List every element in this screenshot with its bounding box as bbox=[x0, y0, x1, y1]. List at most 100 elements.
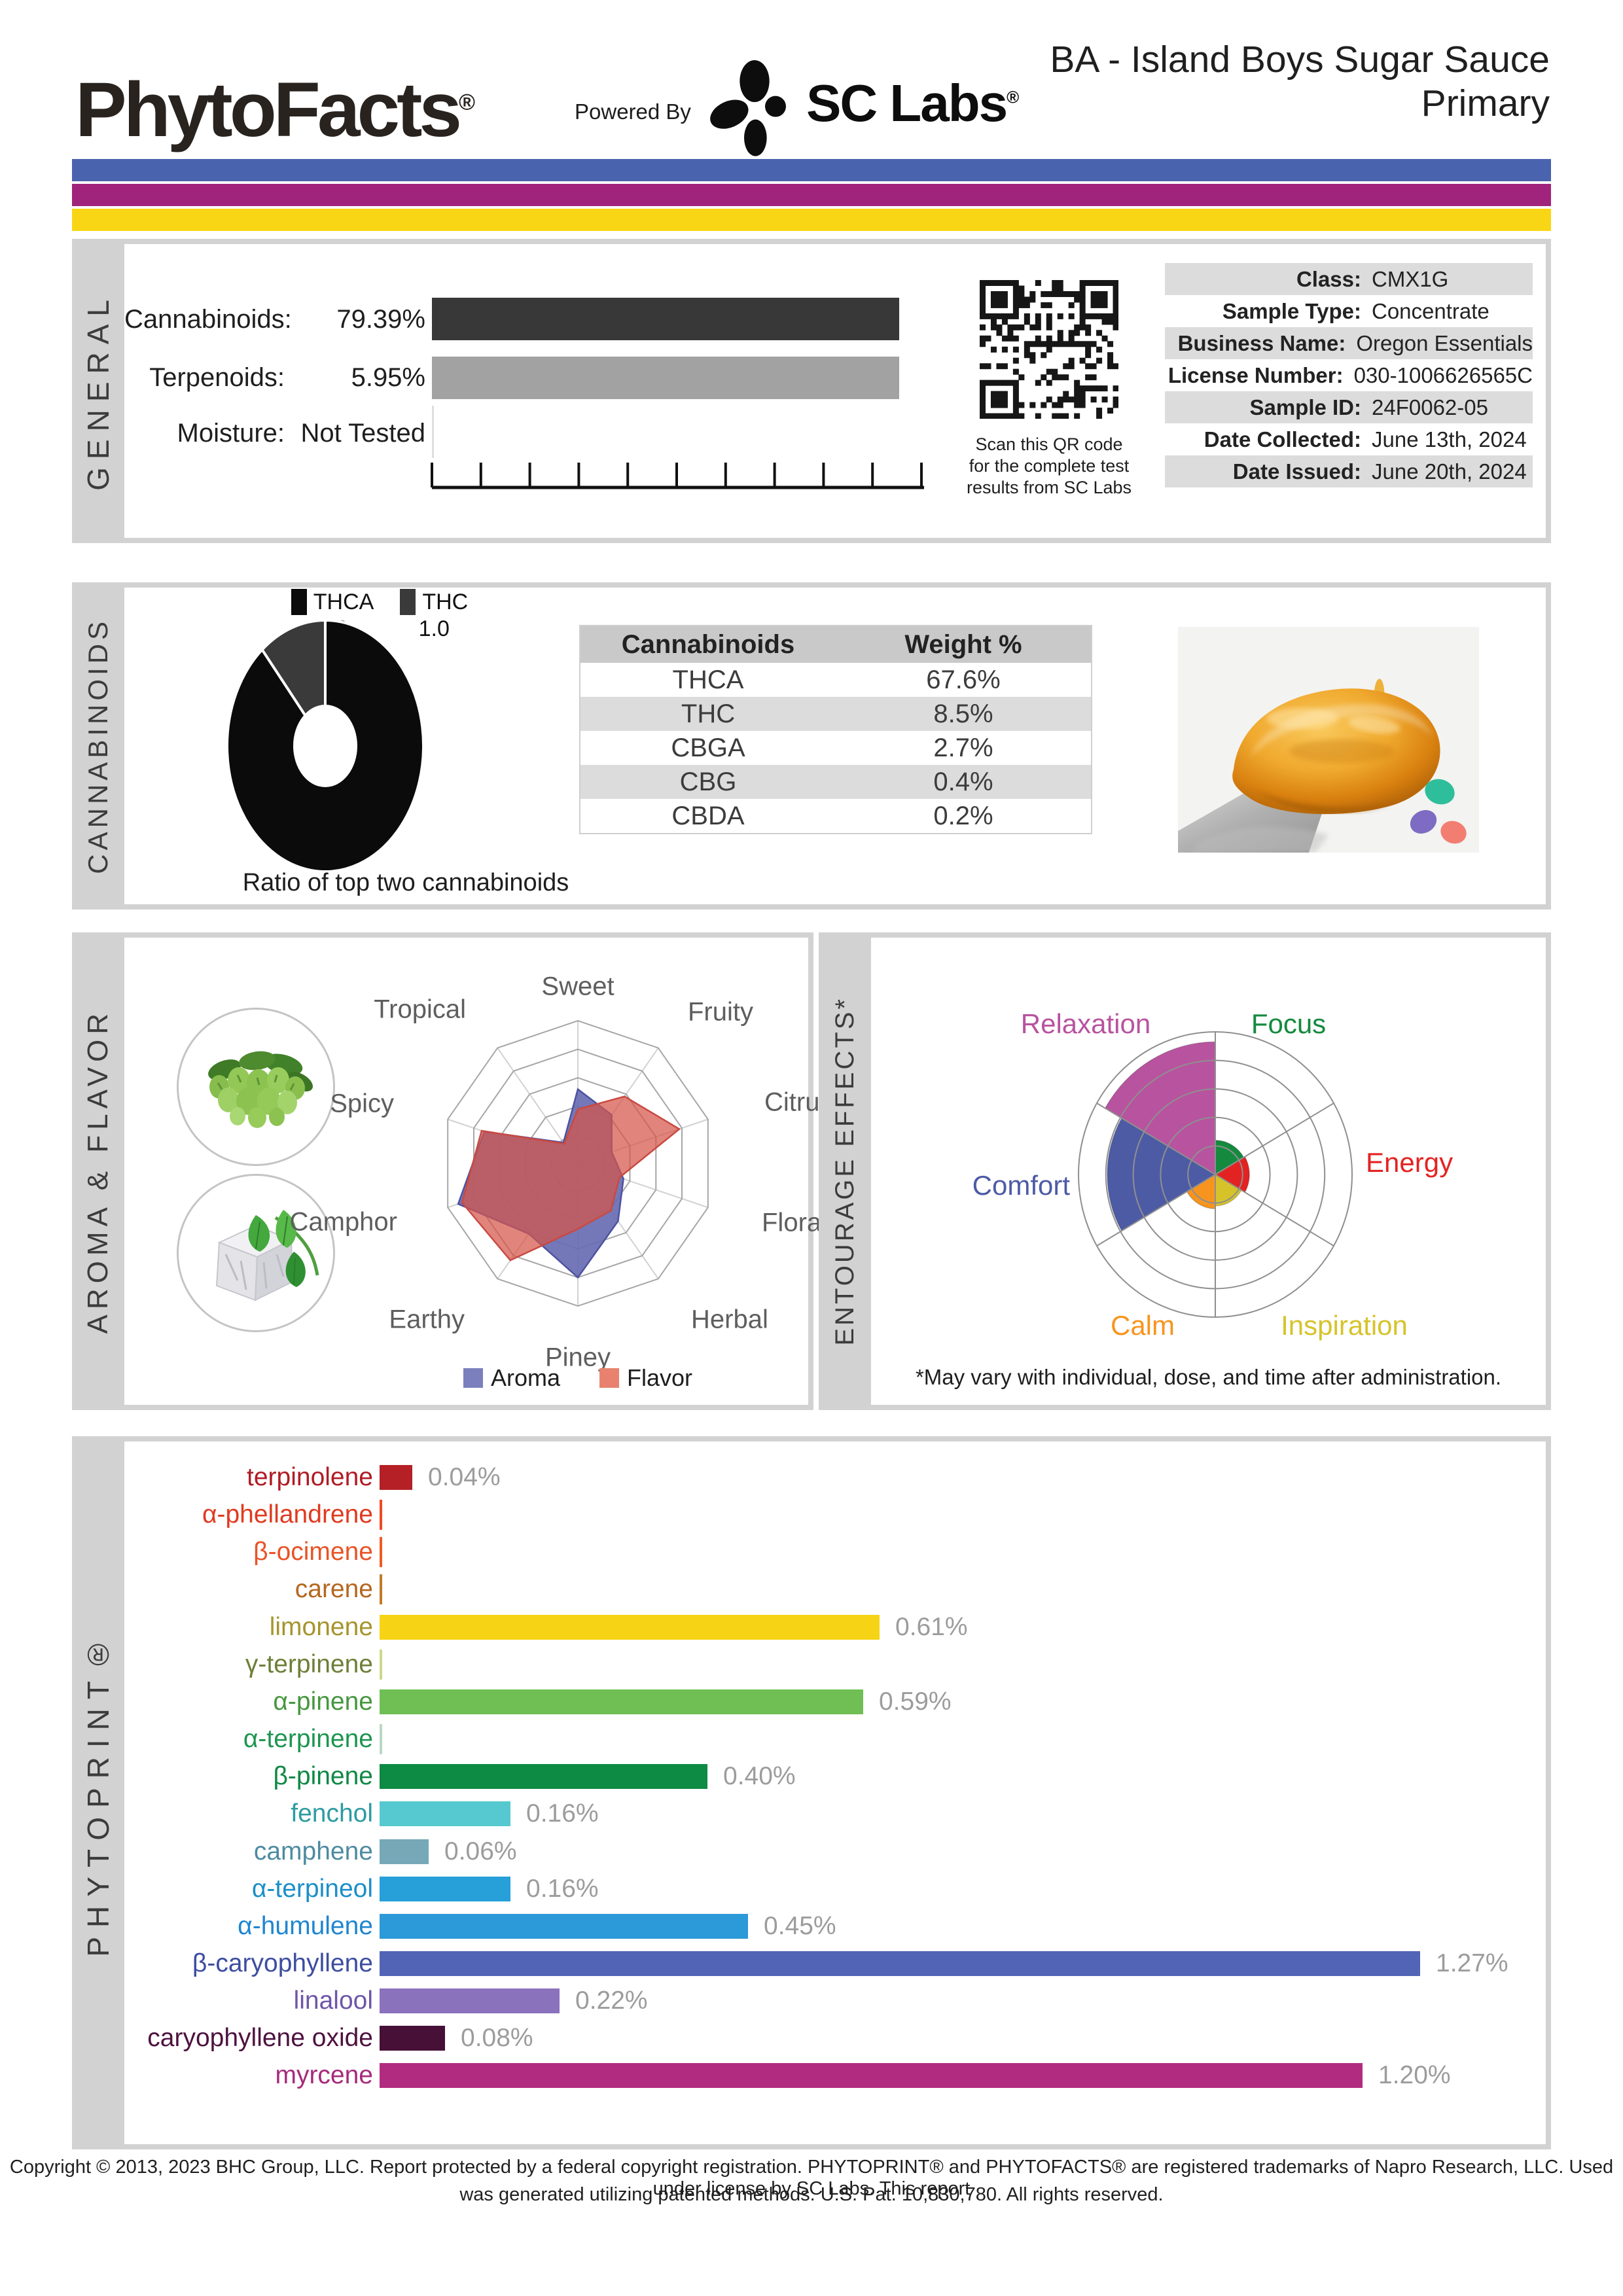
info-row-2: Sample Type: Concentrate bbox=[1165, 295, 1533, 327]
terpene-label-5: limonene bbox=[269, 1612, 373, 1641]
general-scale-ruler bbox=[431, 463, 924, 489]
cannabinoid-weights-table: Cannabinoids Weight % THCA 67.6% THC 8.5% CBGA… bbox=[579, 625, 1092, 834]
flavor-swatch bbox=[599, 1368, 619, 1388]
terpene-value-5: 0.61% bbox=[895, 1612, 968, 1641]
terpene-label-13: α-humulene bbox=[238, 1911, 373, 1940]
terpene-zero-tick-8 bbox=[380, 1724, 382, 1755]
terpene-value-16: 0.08% bbox=[461, 2024, 533, 2053]
stripe-magenta bbox=[72, 184, 1551, 206]
sc-labs-color-dots-icon bbox=[1410, 779, 1467, 844]
mint-ice-image bbox=[177, 1174, 335, 1332]
terpene-value-9: 0.40% bbox=[723, 1762, 796, 1791]
terpene-bar-5 bbox=[380, 1614, 880, 1640]
section-phytoprint: PHYTOPRINT® terpinolene 0.04% α-phellandre… bbox=[72, 1436, 1551, 2149]
qr-caption: Scan this QR code for the complete test … bbox=[921, 434, 1177, 499]
hops-image bbox=[177, 1008, 335, 1166]
cannabinoid-weight: 67.6% bbox=[926, 665, 1001, 694]
entourage-footnote: *May vary with individual, dose, and tim… bbox=[915, 1365, 1502, 1389]
phytofacts-logo: PhytoFacts® bbox=[75, 65, 475, 154]
terpene-bar-16 bbox=[380, 2026, 445, 2051]
entourage-label-inspiration: Inspiration bbox=[1281, 1310, 1408, 1341]
powered-by-label: Powered By bbox=[575, 99, 691, 124]
terpene-value-1: 0.04% bbox=[428, 1463, 501, 1491]
terpene-value-13: 0.45% bbox=[764, 1911, 836, 1940]
cannabinoid-name: THCA bbox=[672, 665, 744, 694]
entourage-label-focus: Focus bbox=[1251, 1008, 1327, 1039]
info-label: Date Issued: bbox=[1232, 459, 1361, 484]
info-row-6: Date Collected: June 13th, 2024 bbox=[1165, 423, 1533, 455]
terpene-bar-13 bbox=[380, 1913, 748, 1939]
cannabinoid-row-cbga: CBGA 2.7% bbox=[580, 731, 1091, 765]
entourage-label-calm: Calm bbox=[1110, 1310, 1175, 1341]
qr-caption-line2: for the complete test bbox=[969, 456, 1130, 476]
moisture-value: Not Tested bbox=[300, 419, 426, 448]
qr-caption-line3: results from SC Labs bbox=[966, 478, 1132, 497]
registered-mark: ® bbox=[459, 90, 476, 115]
sc-labs-registered-mark: ® bbox=[1007, 87, 1020, 107]
radar-axis-earthy: Earthy bbox=[389, 1305, 465, 1334]
sc-labs-wordmark: SC Labs® bbox=[806, 73, 1019, 133]
terpene-bar-1 bbox=[380, 1465, 412, 1490]
entourage-label-relaxation: Relaxation bbox=[1020, 1008, 1151, 1039]
terpene-bar-17 bbox=[380, 2063, 1363, 2089]
legend-value: 1.0 bbox=[418, 616, 450, 641]
radar-legend: Aroma Flavor bbox=[414, 1364, 741, 1392]
terpene-zero-tick-4 bbox=[380, 1574, 382, 1605]
radar-axis-fruity: Fruity bbox=[688, 997, 753, 1027]
terpene-value-15: 0.22% bbox=[575, 1987, 648, 2015]
cannabinoids-total-value: 79.39% bbox=[336, 305, 425, 334]
legend-label: Flavor bbox=[627, 1364, 693, 1391]
section-aroma-flavor: AROMA & FLAVOR bbox=[72, 932, 846, 1410]
qr-caption-line1: Scan this QR code bbox=[975, 434, 1123, 454]
terpene-label-8: α-terpinene bbox=[243, 1725, 373, 1754]
terpene-label-17: myrcene bbox=[275, 2061, 373, 2090]
terpene-bar-12 bbox=[380, 1876, 510, 1901]
terpene-label-6: γ-terpinene bbox=[245, 1650, 373, 1678]
info-row-7: Date Issued: June 20th, 2024 bbox=[1165, 455, 1533, 487]
entourage-section-label: ENTOURAGE EFFECTS* bbox=[819, 932, 871, 1410]
donut-legend-item-thc: THC 1.0 bbox=[400, 589, 468, 642]
thc-swatch bbox=[400, 589, 416, 615]
sample-info-table: Class: CMX1G Sample Type: Concentrate Busine… bbox=[1165, 263, 1533, 487]
entourage-label-energy: Energy bbox=[1366, 1147, 1454, 1178]
legend-item-flavor: Flavor bbox=[599, 1364, 692, 1392]
terpene-bar-11 bbox=[380, 1839, 429, 1864]
cannabinoid-row-cbda: CBDA 0.2% bbox=[580, 799, 1091, 833]
terpene-label-3: β-ocimene bbox=[253, 1538, 373, 1566]
radar-axis-piney: Piney bbox=[544, 1343, 611, 1372]
terpene-value-17: 1.20% bbox=[1378, 2061, 1451, 2090]
legend-name: THCA bbox=[313, 589, 374, 614]
info-label: Sample ID: bbox=[1249, 395, 1361, 419]
aroma-section-label-text: AROMA & FLAVOR bbox=[82, 1008, 114, 1334]
terpene-label-2: α-phellandrene bbox=[202, 1500, 373, 1529]
info-value: Oregon Essentials bbox=[1356, 330, 1533, 355]
footer-copyright-line1: Copyright © 2013, 2023 BHC Group, LLC. R… bbox=[9, 2157, 1614, 2199]
cannabinoid-name: CBDA bbox=[671, 801, 745, 830]
info-row-5: Sample ID: 24F0062-05 bbox=[1165, 391, 1533, 423]
terpene-value-7: 0.59% bbox=[879, 1687, 952, 1716]
product-photo bbox=[1178, 627, 1479, 853]
terpene-value-10: 0.16% bbox=[526, 1799, 599, 1828]
info-label: License Number: bbox=[1168, 362, 1344, 387]
entourage-label-comfort: Comfort bbox=[972, 1170, 1070, 1201]
donut-legend-top: THCA bbox=[291, 589, 374, 615]
stripe-yellow bbox=[72, 209, 1551, 231]
info-row-3: Business Name: Oregon Essentials bbox=[1165, 327, 1533, 359]
cannabinoid-name: CBG bbox=[679, 767, 737, 796]
terpene-label-15: linalool bbox=[293, 1987, 373, 2015]
terpene-label-16: caryophyllene oxide bbox=[147, 2024, 373, 2053]
cannabinoids-content: THCA8.0THC1.0 Ratio of top two cannabino… bbox=[124, 588, 1546, 904]
terpene-bar-9 bbox=[380, 1764, 707, 1790]
info-row-1: Class: CMX1G bbox=[1165, 263, 1533, 295]
radar-axis-sweet: Sweet bbox=[541, 972, 615, 1001]
cannabinoid-name: CBGA bbox=[671, 733, 745, 762]
cannabinoids-section-label-text: CANNABINOIDS bbox=[82, 618, 113, 874]
terpene-label-7: α-pinene bbox=[273, 1687, 373, 1716]
entourage-content: Focus Energy Inspiration Calm Comfort Relaxat… bbox=[871, 938, 1546, 1405]
info-label: Class: bbox=[1296, 266, 1361, 291]
brand-text: PhytoFacts bbox=[75, 67, 462, 153]
terpene-value-11: 0.06% bbox=[444, 1837, 517, 1865]
terpene-label-10: fenchol bbox=[291, 1799, 373, 1828]
terpene-zero-tick-6 bbox=[380, 1649, 382, 1680]
